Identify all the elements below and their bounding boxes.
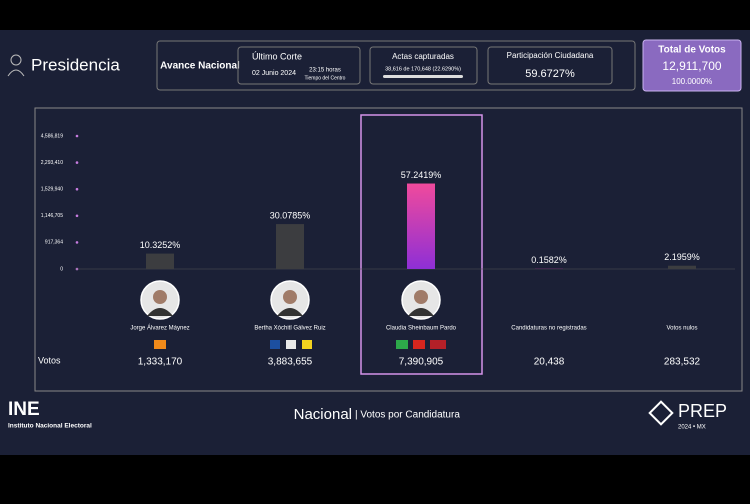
avance: Avance Nacional [160,61,240,72]
subsection: | Votos por Candidatura [355,410,460,421]
party-logo [154,340,166,349]
category-label: Claudia Sheinbaum Pardo [386,326,457,332]
party-logo [413,340,425,349]
y-tick-label: 2,293,410 [41,160,63,166]
percent-label: 30.0785% [270,210,311,220]
corte-time: 23:15 horas [309,68,341,74]
participacion-label: Participación Ciudadana [507,51,594,60]
bar [407,184,435,269]
y-tick [76,241,79,244]
party-logo [302,340,312,349]
percent-label: 10.3252% [140,240,181,250]
y-tick [76,161,79,164]
y-tick-label: 917,364 [45,240,63,246]
prep-logo: PREP [678,401,727,421]
actas-label: Actas capturadas [392,52,454,61]
candidate-face [414,290,428,304]
participacion-value: 59.6727% [525,68,575,80]
corte-label: Último Corte [252,51,302,61]
total-percent: 100.0000% [672,77,712,86]
percent-label: 2.1959% [664,252,700,262]
ine-logo: INE [8,399,40,420]
total-value: 12,911,700 [662,59,721,73]
section: Nacional [294,406,352,423]
row-label: Votos [38,355,61,365]
value-label: 20,438 [534,357,565,368]
bar [668,266,696,269]
percent-label: 0.1582% [531,255,567,265]
value-label: 1,333,170 [138,357,183,368]
total-label: Total de Votos [658,45,726,56]
corte-zone: Tiempo del Centro [305,75,346,81]
value-label: 3,883,655 [268,357,313,368]
party-logo [430,340,446,349]
bar [146,254,174,269]
bar [276,224,304,269]
percent-label: 57.2419% [401,170,442,180]
y-tick [76,215,79,218]
y-tick [76,188,79,191]
prep-sub: 2024 • MX [678,425,706,431]
value-label: 283,532 [664,357,701,368]
party-logo [286,340,296,349]
party-logo [396,340,408,349]
title: Presidencia [31,55,120,74]
party-logo [270,340,280,349]
value-label: 7,390,905 [399,357,444,368]
y-tick [76,135,79,138]
candidate-face [283,290,297,304]
y-tick-label: 0 [60,266,63,272]
category-label: Jorge Álvarez Máynez [130,325,189,332]
y-tick-label: 1,529,940 [41,187,63,193]
ine-sub: Instituto Nacional Electoral [8,423,92,430]
actas-progress [383,75,463,78]
category-label: Bertha Xóchitl Gálvez Ruiz [254,326,325,332]
category-label: Candidaturas no registradas [511,326,586,332]
y-tick-label: 1,146,705 [41,213,63,219]
actas-value: 38,616 de 170,648 (22.6290%) [385,66,461,72]
candidate-face [153,290,167,304]
category-label: Votos nulos [666,326,697,332]
corte-date: 02 Junio 2024 [252,70,296,77]
y-tick-label: 4,586,819 [41,133,63,139]
